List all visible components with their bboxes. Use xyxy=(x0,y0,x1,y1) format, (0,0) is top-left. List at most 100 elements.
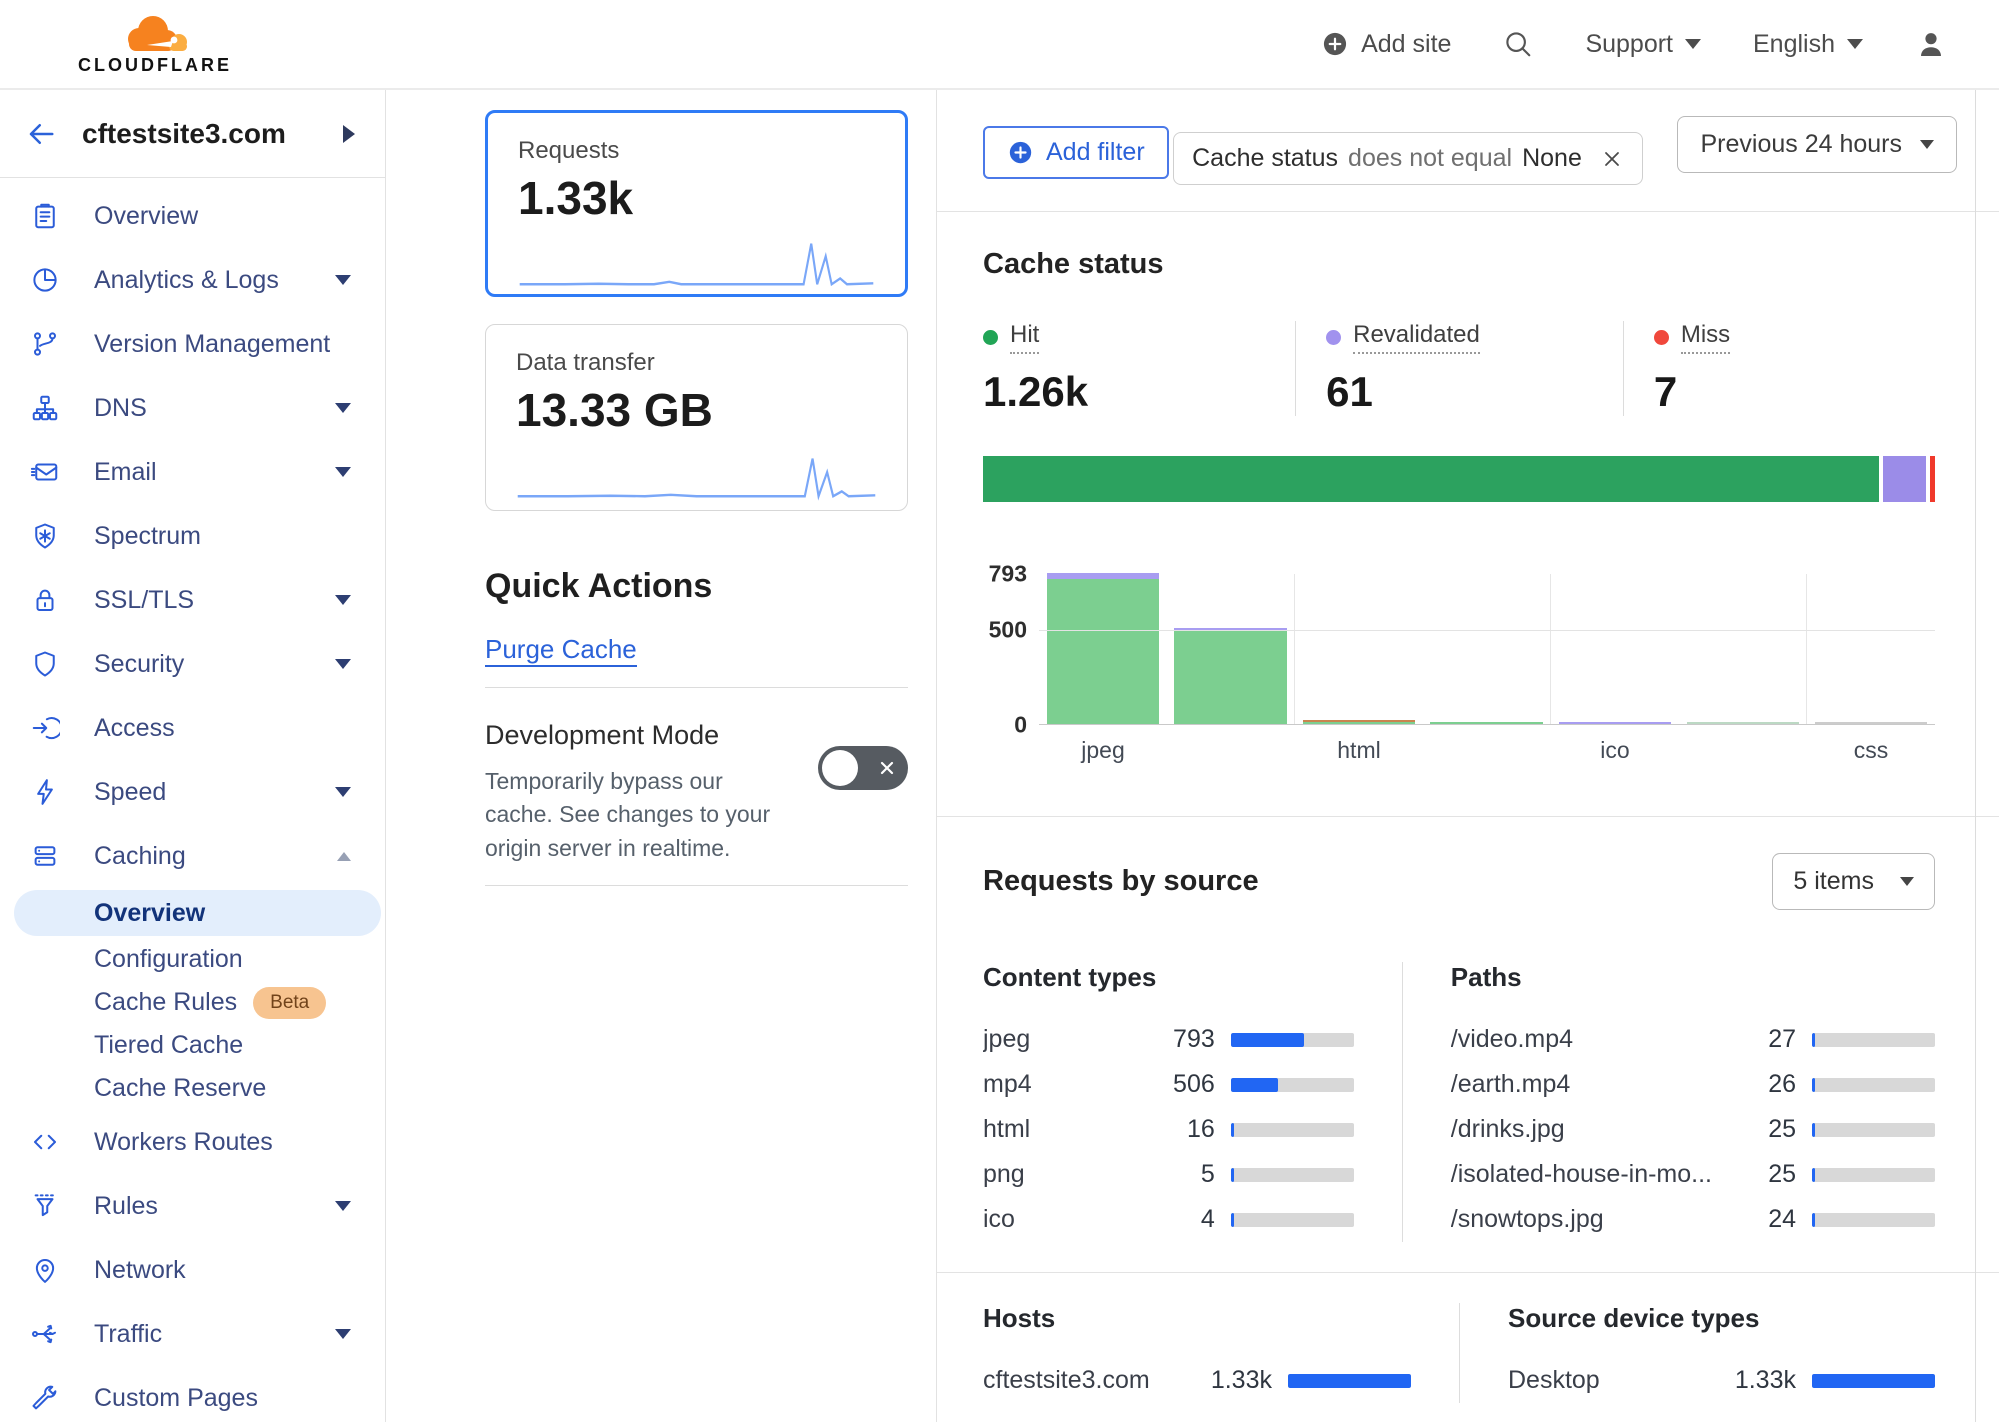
bar-track xyxy=(1812,1212,1935,1227)
sidebar-item-label: Custom Pages xyxy=(94,1383,258,1412)
sidebar-item-version-management[interactable]: Version Management xyxy=(0,312,385,376)
sidebar-item-ssl-tls[interactable]: SSL/TLS xyxy=(0,568,385,632)
sidebar-item-workers-routes[interactable]: Workers Routes xyxy=(0,1110,385,1174)
list-item[interactable]: /earth.mp4 26 xyxy=(1451,1062,1935,1107)
list-item-label: /drinks.jpg xyxy=(1450,1115,1565,1143)
filter-chip[interactable]: Cache status does not equal None xyxy=(1173,132,1643,185)
cache-status-legend: Hit 1.26k Revalidated 61 Miss 7 xyxy=(983,321,1935,416)
chevron-down-icon[interactable] xyxy=(335,787,351,797)
list-item[interactable]: /drinks.jpg 25 xyxy=(1451,1107,1935,1152)
requests-by-source-bottom: Hosts cftestsite3.com 1.33k Source device t… xyxy=(937,1273,1999,1403)
site-switcher-chevron-icon[interactable] xyxy=(343,124,355,143)
list-item-label: ico xyxy=(983,1205,1015,1233)
chevron-down-icon xyxy=(1685,39,1701,49)
sidebar-item-spectrum[interactable]: Spectrum xyxy=(0,504,385,568)
sidebar-item-speed[interactable]: Speed xyxy=(0,760,385,824)
requests-card[interactable]: Requests 1.33k xyxy=(485,110,908,297)
user-menu[interactable] xyxy=(1915,28,1947,60)
back-arrow-icon[interactable] xyxy=(26,119,56,149)
scrollbar[interactable] xyxy=(1975,90,1976,1422)
chevron-down-icon[interactable] xyxy=(335,467,351,477)
language-menu[interactable]: English xyxy=(1753,30,1863,59)
list-title: Source device types xyxy=(1508,1303,1760,1333)
add-site-button[interactable]: Add site xyxy=(1321,30,1451,59)
bar-segment-hit xyxy=(1302,722,1416,724)
sidebar-item-analytics-logs[interactable]: Analytics & Logs xyxy=(0,248,385,312)
cache-status-section: Cache status Hit 1.26k Revalidated 61 Miss 7 … xyxy=(937,212,1999,816)
chart-bar-css xyxy=(1815,722,1928,724)
chevron-down-icon[interactable] xyxy=(335,595,351,605)
cloudflare-logo[interactable]: CLOUDFLARE xyxy=(78,13,232,76)
list-item[interactable]: ico 4 xyxy=(983,1197,1354,1242)
chevron-down-icon[interactable] xyxy=(335,275,351,285)
sidebar-item-network[interactable]: Network xyxy=(0,1238,385,1302)
chart-bar-slot xyxy=(1679,574,1807,724)
chevron-down-icon[interactable] xyxy=(335,659,351,669)
sidebar-subitem-cache-reserve[interactable]: Cache Reserve xyxy=(0,1067,385,1110)
development-mode-toggle[interactable] xyxy=(818,746,908,790)
top-header: CLOUDFLARE Add site Support English xyxy=(0,0,1999,90)
list-item[interactable]: /isolated-house-in-mo... 25 xyxy=(1451,1152,1935,1197)
sidebar-item-label: Email xyxy=(94,457,157,486)
sidebar-subitem-tiered-cache[interactable]: Tiered Cache xyxy=(0,1024,385,1067)
legend-head: Miss xyxy=(1653,321,1915,354)
add-filter-button[interactable]: Add filter xyxy=(983,126,1169,179)
sidebar-item-traffic[interactable]: Traffic xyxy=(0,1302,385,1366)
sidebar-item-overview[interactable]: Overview xyxy=(0,184,385,248)
remove-filter-button[interactable] xyxy=(1600,147,1624,171)
sidebar-item-label: Access xyxy=(94,713,175,742)
chevron-up-icon[interactable] xyxy=(337,851,351,861)
support-menu[interactable]: Support xyxy=(1585,30,1701,59)
divider xyxy=(485,885,908,887)
sidebar-item-dns[interactable]: DNS xyxy=(0,376,385,440)
sidebar-subitem-overview[interactable]: Overview xyxy=(14,890,381,936)
server-stack-icon xyxy=(28,841,62,871)
bar-segment-miss xyxy=(1302,720,1416,722)
list-item[interactable]: /video.mp4 27 xyxy=(1451,1017,1935,1062)
chart-bar-slot xyxy=(1550,574,1679,724)
bar-segment-hit xyxy=(1686,722,1799,724)
sidebar-item-security[interactable]: Security xyxy=(0,632,385,696)
chart-bar-unlabeled xyxy=(1430,722,1543,724)
purge-cache-link[interactable]: Purge Cache xyxy=(485,634,637,667)
chevron-down-icon[interactable] xyxy=(335,1201,351,1211)
chevron-down-icon[interactable] xyxy=(335,1329,351,1339)
list-item[interactable]: html 16 xyxy=(983,1107,1354,1152)
list-item[interactable]: /snowtops.jpg 24 xyxy=(1451,1197,1935,1242)
support-label: Support xyxy=(1585,29,1673,58)
time-range-dropdown[interactable]: Previous 24 hours xyxy=(1677,116,1957,173)
sidebar-item-rules[interactable]: Rules xyxy=(0,1174,385,1238)
list-item[interactable]: png 5 xyxy=(983,1152,1354,1197)
data-transfer-sparkline xyxy=(517,458,876,501)
list-item-label: html xyxy=(983,1115,1031,1143)
source-lists-bottom: Hosts cftestsite3.com 1.33k Source device t… xyxy=(983,1303,1935,1403)
legend-label: Miss xyxy=(1680,321,1731,354)
items-count-dropdown[interactable]: 5 items xyxy=(1772,853,1935,910)
chart-bar-html xyxy=(1302,720,1416,724)
sidebar-item-email[interactable]: Email xyxy=(0,440,385,504)
list-item-value: 1.33k xyxy=(1210,1366,1272,1394)
sidebar-item-label: Overview xyxy=(94,201,199,230)
list-item[interactable]: Desktop 1.33k xyxy=(1508,1358,1935,1403)
sidebar-subitem-cache-rules[interactable]: Cache Rules Beta xyxy=(0,981,385,1024)
search-button[interactable] xyxy=(1503,29,1533,59)
language-label: English xyxy=(1753,29,1835,58)
list-item[interactable]: cftestsite3.com 1.33k xyxy=(983,1358,1411,1403)
data-transfer-label: Data transfer xyxy=(516,349,655,376)
list-item[interactable]: jpeg 793 xyxy=(983,1017,1354,1062)
data-transfer-card[interactable]: Data transfer 13.33 GB xyxy=(485,324,908,511)
divider xyxy=(937,211,1999,212)
sidebar-item-access[interactable]: Access xyxy=(0,696,385,760)
list-item[interactable]: mp4 506 xyxy=(983,1062,1354,1107)
close-icon xyxy=(1604,151,1619,166)
chart-bar-slot xyxy=(1806,574,1935,724)
sidebar-item-caching[interactable]: Caching xyxy=(0,824,385,888)
sidebar-item-custom-pages[interactable]: Custom Pages xyxy=(0,1366,385,1422)
chart-bar-jpeg xyxy=(1046,573,1159,724)
legend-stat-hit: Hit 1.26k xyxy=(983,321,1295,416)
sidebar-item-label: Caching xyxy=(94,841,186,870)
chevron-down-icon[interactable] xyxy=(335,403,351,413)
filter-field: Cache status xyxy=(1192,144,1339,172)
sidebar-subitem-configuration[interactable]: Configuration xyxy=(0,938,385,981)
chevron-down-icon xyxy=(1920,140,1934,149)
